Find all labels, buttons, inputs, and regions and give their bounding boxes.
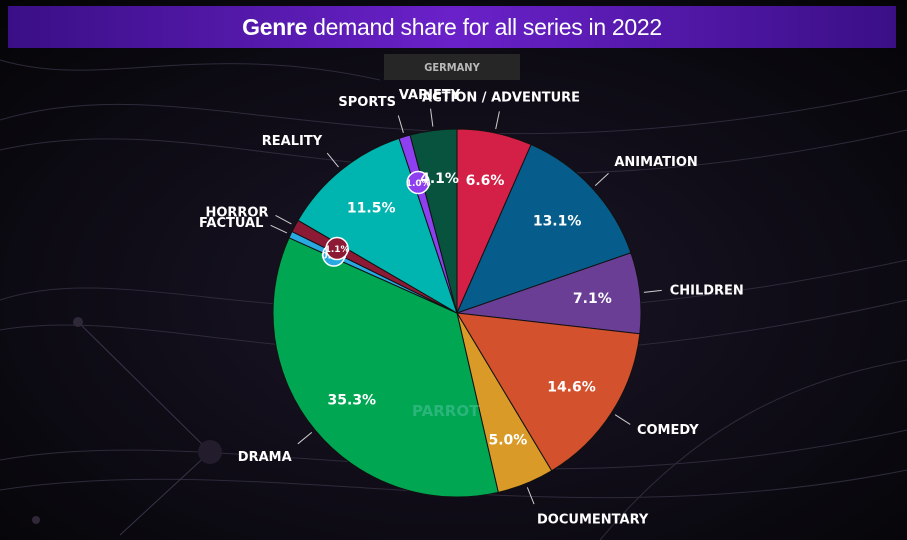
pie-slice-animation (456, 143, 632, 314)
value-label-action-adventure: 6.6% (466, 173, 505, 189)
value-labels: 6.6%13.1%7.1%14.6%5.0%35.3%0.6%1.1%11.5%… (321, 170, 612, 448)
country-badge: GERMANY (384, 54, 520, 80)
leader-line-sports (397, 115, 404, 133)
leader-line-action-adventure (495, 111, 500, 130)
value-bubble-sports (406, 170, 430, 195)
category-label-children: CHILDREN (670, 284, 744, 299)
chart-title: Genre demand share for all series in 202… (8, 6, 896, 48)
leader-line-horror (275, 215, 292, 225)
leader-line-drama (297, 431, 313, 445)
category-label-horror: HORROR (205, 206, 268, 221)
category-label-reality: REALITY (262, 134, 323, 149)
leader-line-comedy (614, 414, 631, 425)
value-label-comedy: 14.6% (547, 380, 596, 396)
value-bubble-horror (325, 236, 349, 261)
value-label-animation: 13.1% (533, 214, 582, 230)
pie-slice-comedy (456, 312, 641, 472)
category-label-variety: VARIETY (399, 88, 461, 103)
pie-slice-reality (297, 137, 458, 315)
leader-line-reality (326, 152, 339, 168)
leader-line-children (643, 289, 662, 293)
category-label-factual: FACTUAL (199, 216, 263, 231)
value-label-children: 7.1% (573, 291, 612, 307)
leader-line-animation (594, 173, 609, 186)
value-label-sports: 1.0% (406, 179, 431, 189)
pie-slices (272, 128, 642, 498)
title-text: demand share for all series in 2022 (313, 13, 662, 40)
leader-line-variety (430, 108, 434, 127)
category-label-sports: SPORTS (338, 95, 396, 110)
category-label-documentary: DOCUMENTARY (537, 512, 649, 527)
leader-lines (270, 108, 662, 505)
title-bold-word: Genre (242, 13, 308, 40)
watermark-logo: PARROT (412, 402, 480, 420)
category-label-animation: ANIMATION (614, 155, 697, 170)
category-label-drama: DRAMA (238, 450, 292, 465)
category-label-action-adventure: ACTION / ADVENTURE (422, 91, 580, 106)
leader-line-factual (270, 224, 288, 234)
pie-slice-drama (272, 237, 499, 498)
value-label-documentary: 5.0% (489, 432, 528, 448)
value-label-drama: 35.3% (328, 392, 377, 408)
value-label-variety: 4.1% (420, 171, 459, 187)
leader-line-documentary (526, 487, 535, 505)
category-label-comedy: COMEDY (637, 423, 699, 438)
value-label-horror: 1.1% (325, 245, 350, 255)
category-labels: ACTION / ADVENTURE ANIMATION CHILDREN COMED… (199, 88, 744, 528)
value-label-reality: 11.5% (347, 200, 396, 216)
